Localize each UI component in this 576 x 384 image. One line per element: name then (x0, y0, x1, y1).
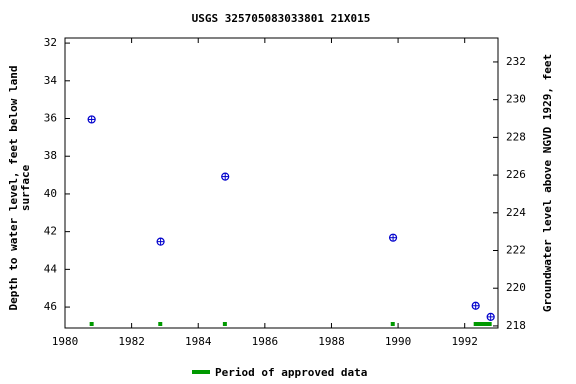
y2-tick-label: 230 (506, 93, 526, 106)
y2-tick-label: 232 (506, 55, 526, 68)
y-tick-label: 38 (44, 149, 57, 162)
data-point (388, 233, 398, 242)
y-tick-label: 42 (44, 225, 57, 238)
y2-tick-label: 226 (506, 168, 526, 181)
y-tick-label: 34 (44, 74, 58, 87)
x-tick-label: 1984 (185, 335, 212, 348)
y-tick-label: 46 (44, 300, 57, 313)
y2-tick-label: 222 (506, 244, 526, 257)
x-tick-label: 1980 (52, 335, 79, 348)
y-axis-label: Depth to water level, feet below land su… (7, 65, 32, 310)
legend-swatch (192, 370, 210, 374)
y2-tick-label: 224 (506, 206, 526, 219)
y-tick-label: 32 (44, 36, 57, 49)
y-tick-label: 40 (44, 187, 57, 200)
data-point (486, 312, 495, 321)
y-tick-label: 36 (44, 112, 57, 125)
approved-period (222, 322, 227, 326)
data-point (221, 172, 230, 181)
data-point (87, 115, 96, 124)
x-tick-label: 1992 (451, 335, 478, 348)
x-tick-label: 1988 (318, 335, 345, 348)
y-tick-label: 44 (44, 262, 58, 275)
plot-frame (64, 37, 499, 329)
y-axis-label-line: Depth to water level, feet below land (7, 65, 20, 310)
x-tick-label: 1982 (118, 335, 145, 348)
y2-tick-label: 228 (506, 130, 526, 143)
approved-period (473, 322, 492, 326)
y2-axis-label: Groundwater level above NGVD 1929, feet (541, 54, 554, 312)
data-point (156, 237, 165, 246)
approved-period (89, 322, 94, 326)
legend-label: Period of approved data (215, 366, 367, 379)
y2-tick-label: 220 (506, 281, 526, 294)
chart-title: USGS 325705083033801 21X015 (192, 12, 371, 25)
y2-tick-label: 218 (506, 319, 526, 332)
y-axis-label-line: surface (19, 164, 32, 211)
x-tick-label: 1986 (252, 335, 279, 348)
approved-period (158, 322, 163, 326)
data-point (471, 301, 480, 310)
approved-period (390, 322, 395, 326)
x-tick-label: 1990 (385, 335, 412, 348)
